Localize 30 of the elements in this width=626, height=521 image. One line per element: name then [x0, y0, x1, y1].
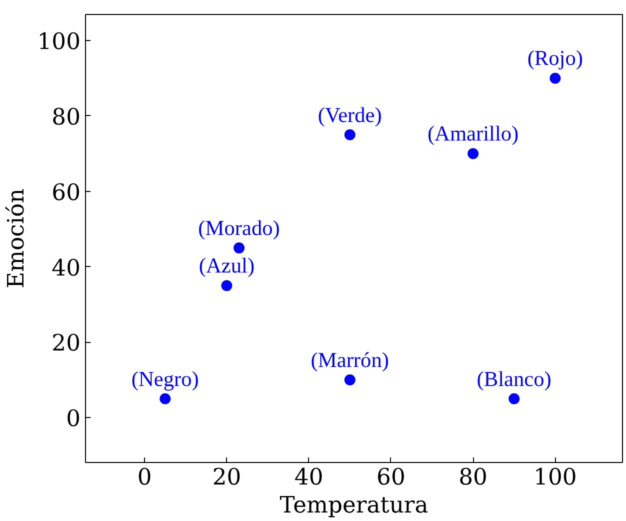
x-tick-label: 80 [458, 464, 488, 490]
point [550, 72, 561, 84]
x-tick-label: 40 [294, 464, 324, 490]
point [344, 374, 356, 386]
x-tick-label: 20 [212, 464, 242, 490]
point [468, 148, 479, 160]
point [160, 393, 171, 404]
annotation: (Azul) [198, 254, 255, 278]
x-tick-label: 60 [376, 464, 406, 490]
y-tick-label: 40 [52, 255, 81, 282]
annotation: (Marrón) [310, 348, 389, 372]
y-tick-label: 60 [52, 180, 81, 206]
annotation: (Amarillo) [427, 122, 519, 146]
y-tick-label: 100 [37, 29, 81, 56]
y-tick-label: 0 [66, 406, 81, 432]
point [508, 393, 520, 404]
point [234, 242, 245, 254]
y-tick-label: 20 [52, 330, 81, 357]
point [344, 129, 356, 140]
annotation: (Verde) [318, 102, 382, 127]
x-axis-title: Temperatura [280, 492, 428, 518]
annotation: (Morado) [198, 216, 280, 240]
x-tick-label: 0 [137, 464, 152, 490]
annotation: (Rojo) [527, 46, 584, 70]
annotation: (Negro) [131, 366, 199, 391]
annotation: (Blanco) [476, 366, 552, 391]
x-tick-label: 100 [534, 464, 577, 490]
y-axis-title: Emoción [3, 188, 30, 288]
y-tick-label: 80 [52, 104, 81, 130]
point [221, 280, 232, 292]
